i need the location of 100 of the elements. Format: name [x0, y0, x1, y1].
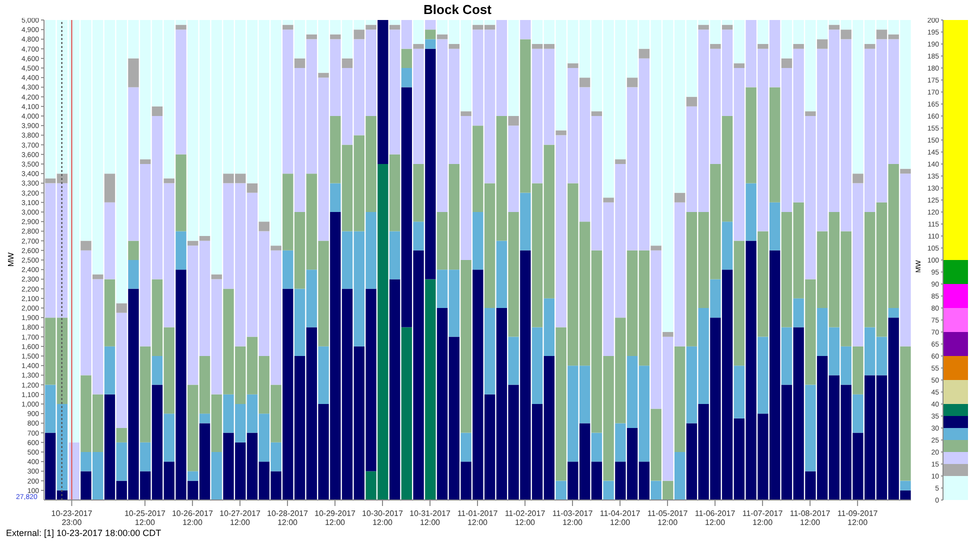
bar — [164, 414, 174, 462]
bar — [80, 240, 92, 250]
bar — [401, 48, 412, 68]
bar — [943, 464, 968, 476]
bar — [758, 231, 768, 337]
bar — [282, 250, 294, 289]
text: External: [1] 10-23-2017 18:00:00 CDT — [6, 528, 162, 538]
bar — [188, 471, 198, 481]
bar — [781, 327, 792, 385]
bar — [330, 183, 341, 212]
bar — [116, 312, 127, 428]
bar — [805, 111, 816, 116]
chart-title: Block Cost — [422, 2, 492, 17]
bar — [413, 164, 424, 222]
bar — [176, 30, 186, 154]
bar — [508, 126, 519, 212]
bar — [128, 240, 139, 260]
bar — [448, 44, 460, 49]
bar — [211, 274, 222, 280]
bar — [413, 20, 424, 44]
bar — [508, 336, 519, 385]
bar — [943, 260, 968, 284]
bar — [758, 336, 768, 414]
bar — [943, 416, 968, 428]
bar — [140, 442, 151, 472]
bar — [943, 356, 968, 380]
bar — [389, 231, 400, 280]
bar — [140, 159, 151, 164]
y-axis-title: MW — [6, 252, 16, 267]
bar — [674, 346, 686, 452]
bar — [591, 111, 602, 116]
bar — [294, 58, 306, 68]
x-tick-label: 10-23-2017 23:00 — [51, 509, 93, 527]
bar — [686, 96, 698, 106]
bar — [769, 202, 780, 250]
bar — [389, 24, 400, 30]
bar — [603, 480, 614, 500]
bar — [401, 327, 412, 500]
bar — [900, 346, 911, 481]
bar — [674, 192, 686, 202]
bar — [603, 198, 614, 202]
bar — [484, 308, 496, 394]
bar — [805, 384, 816, 472]
bar — [734, 366, 745, 418]
bar — [472, 212, 484, 270]
bar — [662, 480, 674, 500]
bar — [579, 78, 590, 88]
bar — [460, 111, 472, 116]
bar — [793, 44, 804, 49]
bar — [626, 78, 638, 88]
bar — [556, 480, 566, 500]
bar — [840, 30, 852, 40]
bar — [306, 34, 317, 40]
x-tick-label: 11-03-2017 12:00 — [552, 509, 594, 527]
bar — [389, 154, 400, 232]
bar — [413, 48, 424, 164]
bar — [710, 44, 721, 49]
bar — [734, 240, 745, 366]
x-tick-label: 11-05-2017 12:00 — [647, 509, 688, 527]
bar — [104, 174, 116, 202]
bar — [104, 202, 116, 280]
bar — [152, 356, 163, 385]
bar — [413, 44, 424, 49]
bar — [92, 274, 104, 280]
x-tick-label: 11-09-2017 12:00 — [837, 509, 878, 527]
bar — [781, 58, 792, 68]
bar — [520, 20, 531, 40]
bar — [793, 298, 804, 328]
bar — [722, 222, 733, 270]
bar — [769, 87, 780, 202]
bar — [413, 222, 424, 250]
bar — [425, 30, 436, 40]
bar — [176, 154, 186, 232]
bar — [152, 106, 163, 116]
bar — [662, 332, 674, 337]
bar — [330, 34, 341, 40]
x-tick-label: 11-07-2017 12:00 — [742, 509, 784, 527]
x-tick-label: 11-08-2017 12:00 — [790, 509, 831, 527]
x-tick-label: 10-31-2017 12:00 — [410, 509, 452, 527]
bar — [746, 87, 756, 184]
x-tick-label: 10-25-2017 12:00 — [124, 509, 166, 527]
bar — [852, 174, 864, 184]
bar — [698, 24, 709, 30]
bar — [568, 63, 578, 68]
bar — [354, 30, 364, 40]
bar — [943, 20, 968, 260]
bar — [520, 192, 531, 250]
x-tick-label: 10-26-2017 12:00 — [172, 509, 214, 527]
bar — [674, 452, 686, 500]
bar — [460, 432, 472, 462]
bar — [116, 428, 127, 442]
bar — [401, 68, 412, 88]
bar — [508, 20, 519, 116]
bar — [734, 63, 745, 68]
bar — [900, 168, 911, 174]
bar — [615, 159, 626, 164]
bar — [188, 240, 198, 246]
bar — [508, 116, 519, 126]
bar — [496, 240, 508, 308]
bar — [943, 332, 968, 356]
